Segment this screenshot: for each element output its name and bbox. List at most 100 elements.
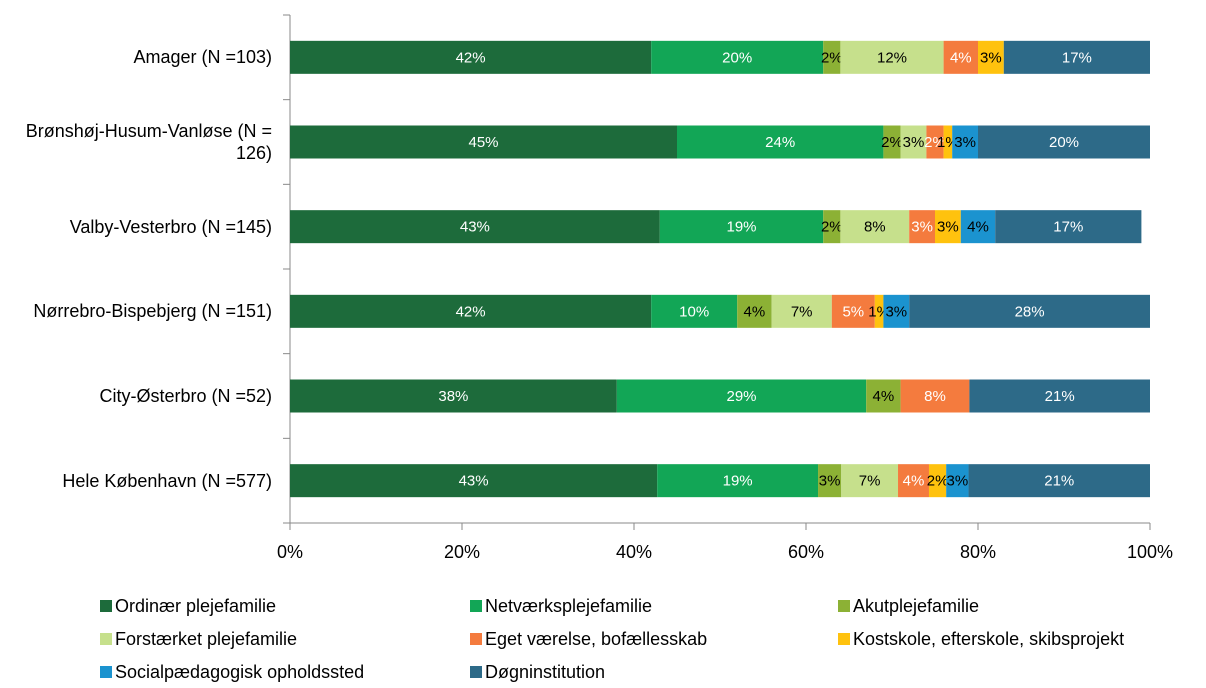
bar-segment [290, 210, 660, 244]
value-label: 12% [877, 49, 907, 66]
bar-segment [978, 40, 1004, 74]
value-label: 19% [723, 473, 753, 490]
x-tick-label: 20% [444, 542, 480, 562]
bar-segment [290, 294, 652, 328]
category-label: Brønshøj-Husum-Vanløse (N = 126) [25, 121, 272, 163]
legend-label: Ordinær plejefamilie [115, 596, 276, 616]
bar-segment [659, 210, 824, 244]
bar-segment [840, 210, 910, 244]
bar-segment [771, 294, 832, 328]
bar-segment [898, 464, 929, 498]
bar-segment [928, 464, 947, 498]
bar-segment [952, 125, 978, 159]
value-label: 4% [950, 49, 972, 66]
value-label: 2% [821, 219, 843, 236]
value-label: 20% [1049, 134, 1079, 151]
bar-segment [823, 210, 841, 244]
bar-segment [909, 210, 935, 244]
x-tick-label: 40% [616, 542, 652, 562]
value-label: 7% [859, 473, 881, 490]
bar-segment [926, 125, 944, 159]
legend-swatch [100, 633, 112, 645]
value-label: 7% [791, 303, 813, 320]
bar-segment [883, 125, 901, 159]
category-label: Valby-Vesterbro (N =145) [69, 216, 272, 237]
bar-segment [900, 379, 970, 413]
value-label: 20% [722, 49, 752, 66]
value-label: 45% [468, 134, 498, 151]
value-label: 2% [881, 134, 903, 151]
value-label: 4% [873, 388, 895, 405]
bar-segment [978, 125, 1150, 159]
bar-segment [616, 379, 867, 413]
bar-segment [943, 125, 953, 159]
value-label: 4% [967, 219, 989, 236]
value-label: 10% [679, 303, 709, 320]
value-label: 3% [885, 303, 907, 320]
bar-segment [883, 294, 910, 328]
bar-segment [935, 210, 961, 244]
value-label: 29% [726, 388, 756, 405]
bar-segment [995, 210, 1142, 244]
legend-swatch [470, 600, 482, 612]
value-label: 3% [980, 49, 1002, 66]
value-label: 21% [1045, 388, 1075, 405]
value-label: 42% [456, 49, 486, 66]
bar-segment [651, 40, 824, 74]
value-label: 19% [726, 219, 756, 236]
value-label: 8% [924, 388, 946, 405]
bar-segment [290, 40, 652, 74]
bar-segment [290, 464, 658, 498]
legend-swatch [838, 600, 850, 612]
bar-segment [677, 125, 884, 159]
category-label: Amager (N =103) [133, 47, 272, 68]
value-label: 4% [744, 303, 766, 320]
category-label: City-Østerbro (N =52) [99, 386, 272, 406]
value-label: 8% [864, 219, 886, 236]
value-label: 21% [1044, 473, 1074, 490]
bar-segment [290, 125, 677, 159]
bar-segment [946, 464, 969, 498]
bar-segment [823, 40, 841, 74]
bar-segment [968, 464, 1150, 498]
bar-segment [841, 464, 899, 498]
legend-swatch [470, 633, 482, 645]
legend-swatch [100, 600, 112, 612]
category-label: Hele København (N =577) [62, 470, 272, 491]
legend-label: Netværksplejefamilie [485, 596, 652, 616]
legend-label: Socialpædagogisk opholdssted [115, 662, 364, 682]
value-label: 3% [947, 473, 969, 490]
bar-segment [969, 379, 1150, 413]
value-label: 3% [911, 219, 933, 236]
value-label: 17% [1062, 49, 1092, 66]
x-tick-label: 60% [788, 542, 824, 562]
value-label: 3% [937, 219, 959, 236]
legend-swatch [470, 666, 482, 678]
legend-label: Akutplejefamilie [853, 596, 979, 616]
bar-segment [737, 294, 772, 328]
bar-segment [657, 464, 819, 498]
bar-segment [909, 294, 1150, 328]
value-label: 3% [954, 134, 976, 151]
x-tick-label: 100% [1127, 542, 1173, 562]
bar-segment [818, 464, 842, 498]
bar-segment [831, 294, 875, 328]
value-label: 28% [1015, 303, 1045, 320]
value-label: 4% [903, 473, 925, 490]
category-label: Nørrebro-Bispebjerg (N =151) [33, 301, 272, 322]
x-tick-label: 80% [960, 542, 996, 562]
bar-segment [960, 210, 996, 244]
value-label: 43% [460, 219, 490, 236]
value-label: 5% [842, 303, 864, 320]
bar-segment [1003, 40, 1150, 74]
bar-segment [866, 379, 901, 413]
bar-segment [290, 379, 617, 413]
value-label: 2% [924, 134, 946, 151]
value-label: 17% [1053, 219, 1083, 236]
value-label: 43% [459, 473, 489, 490]
legend-label: Kostskole, efterskole, skibsprojekt [853, 629, 1124, 649]
value-label: 42% [456, 303, 486, 320]
bar-segment [651, 294, 738, 328]
